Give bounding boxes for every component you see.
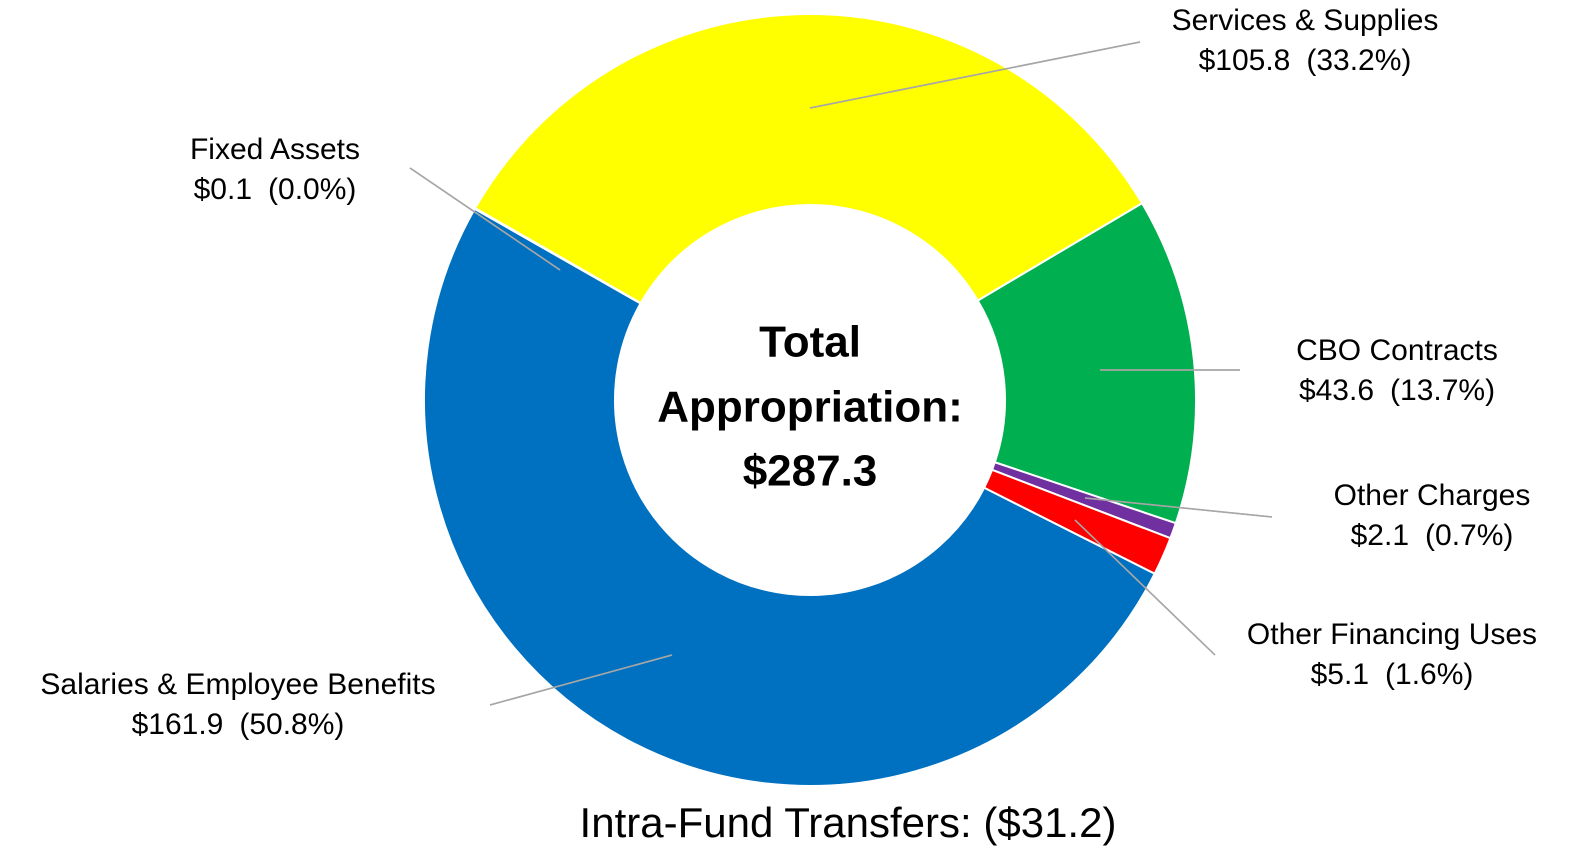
value-amount: $161.9 bbox=[132, 708, 224, 741]
center-text: Appropriation: bbox=[657, 383, 963, 432]
category-label: Other Charges bbox=[1334, 479, 1531, 512]
category-label: Fixed Assets bbox=[190, 133, 360, 166]
value-percent: (13.7%) bbox=[1390, 374, 1495, 407]
value-percent: (33.2%) bbox=[1306, 44, 1411, 77]
value-percent: (1.6%) bbox=[1385, 658, 1473, 691]
leader-line bbox=[489, 654, 673, 706]
value-label: $0.1 (0.0%) bbox=[194, 173, 357, 206]
value-label: $161.9 (50.8%) bbox=[132, 708, 345, 741]
slice bbox=[473, 206, 643, 305]
leader-line bbox=[409, 167, 561, 271]
value-amount: $43.6 bbox=[1299, 374, 1374, 407]
value-percent: (0.7%) bbox=[1425, 519, 1513, 552]
center-total: $287.3 bbox=[743, 447, 878, 496]
value-amount: $2.1 bbox=[1351, 519, 1409, 552]
value-amount: $105.8 bbox=[1199, 44, 1291, 77]
category-label: Other Financing Uses bbox=[1247, 618, 1537, 651]
value-label: $43.6 (13.7%) bbox=[1299, 374, 1495, 407]
footnote: Intra-Fund Transfers: ($31.2) bbox=[580, 799, 1117, 846]
value-amount: $5.1 bbox=[1311, 658, 1369, 691]
leader-line bbox=[1074, 519, 1216, 656]
center-text: Total bbox=[759, 318, 861, 367]
category-label: Salaries & Employee Benefits bbox=[40, 668, 435, 701]
value-percent: (50.8%) bbox=[239, 708, 344, 741]
value-percent: (0.0%) bbox=[268, 173, 356, 206]
slice bbox=[473, 13, 1144, 305]
category-label: CBO Contracts bbox=[1296, 334, 1498, 367]
leader-line bbox=[809, 41, 1141, 109]
slice bbox=[423, 207, 1157, 788]
category-label: Services & Supplies bbox=[1172, 4, 1439, 37]
leader-line bbox=[1084, 497, 1273, 518]
value-label: $105.8 (33.2%) bbox=[1199, 44, 1412, 77]
value-label: $5.1 (1.6%) bbox=[1311, 658, 1474, 691]
value-label: $2.1 (0.7%) bbox=[1351, 519, 1514, 552]
value-amount: $0.1 bbox=[194, 173, 252, 206]
